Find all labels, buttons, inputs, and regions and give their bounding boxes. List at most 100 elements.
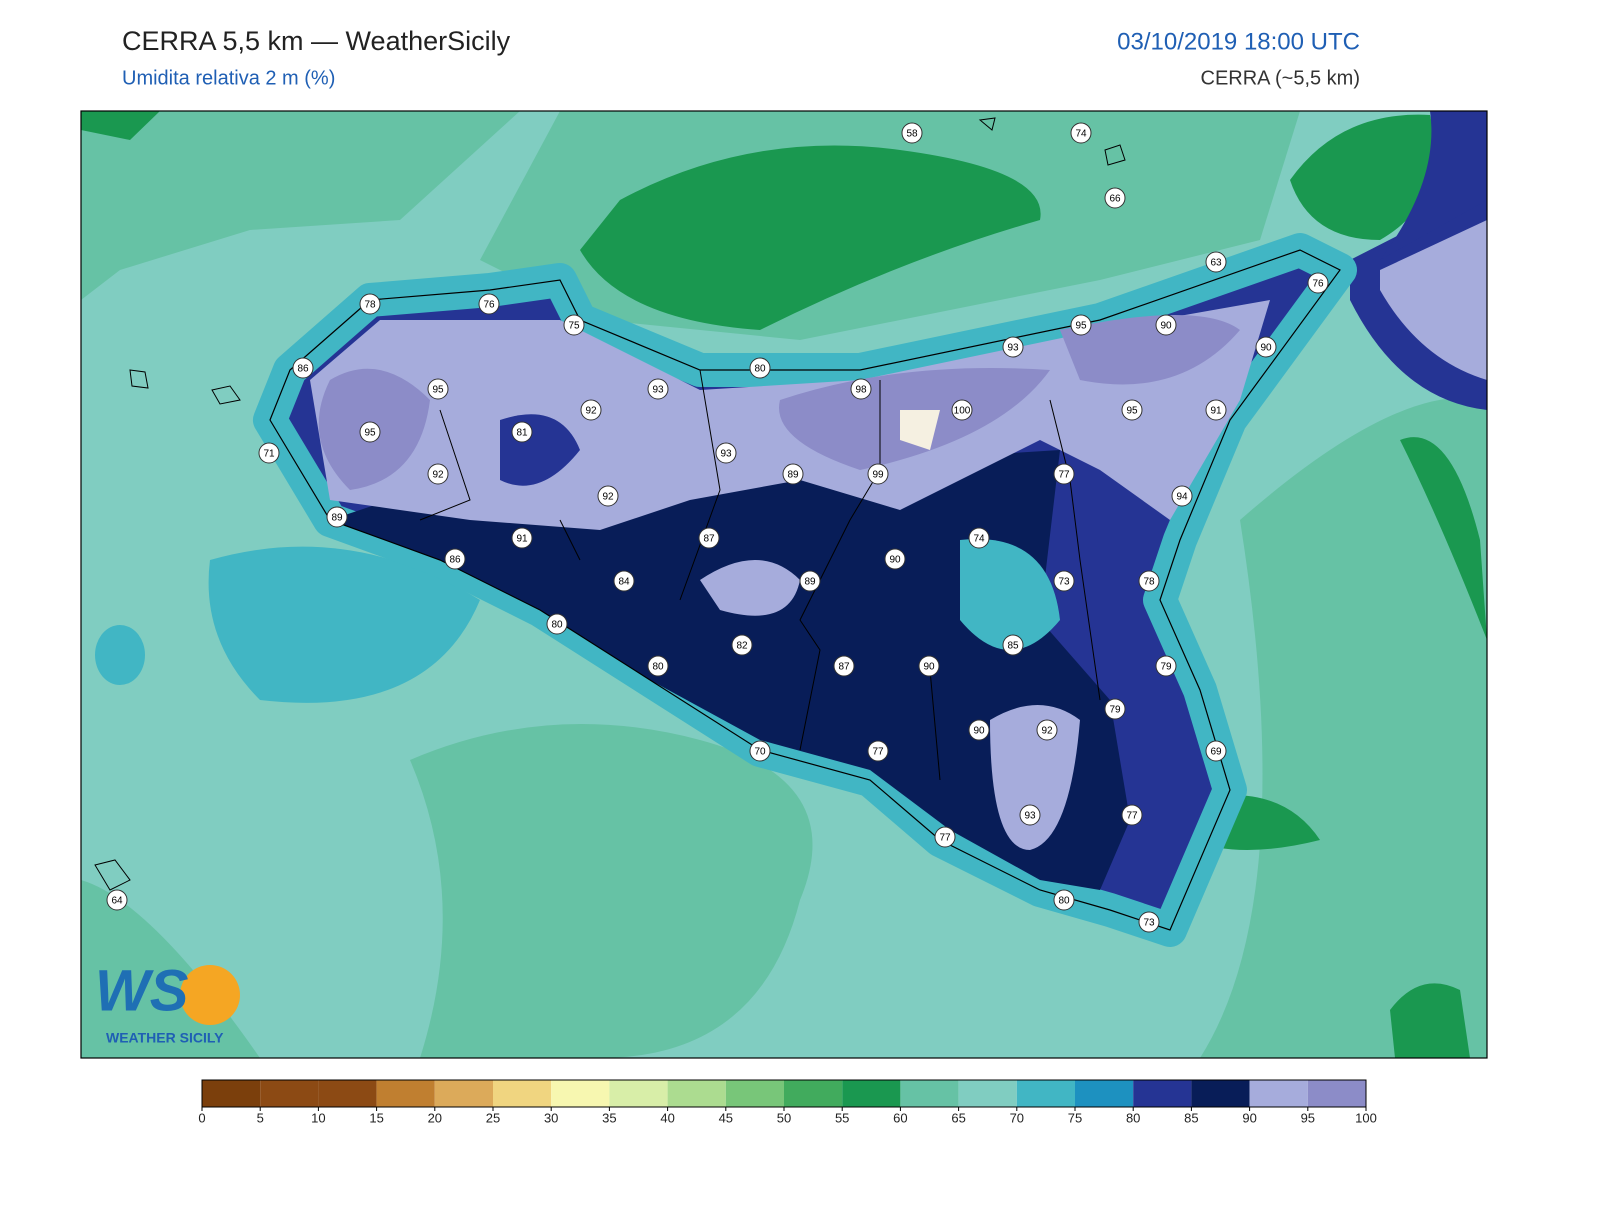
colorbar-tick-label: 35 — [602, 1110, 616, 1125]
station-marker — [1053, 889, 1075, 911]
logo-mark: WS — [95, 958, 189, 1023]
field — [208, 546, 481, 703]
station-marker — [1205, 399, 1227, 421]
station-value: 80 — [551, 620, 563, 631]
colorbar: 0 5 10 15 20 25 30 35 40 45 50 55 60 65 70 75 80 85 90 95 10… — [198, 1079, 1377, 1125]
station-marker — [867, 740, 889, 762]
station: 92 — [597, 485, 619, 507]
field — [81, 111, 160, 140]
stations: 58 74 66 63 76 78 76 75 95 90 90 86 93 80 95 93 98 100 95 9… — [106, 122, 1329, 933]
station-value: 77 — [1126, 811, 1138, 822]
station-marker — [1138, 570, 1160, 592]
field — [410, 724, 813, 1058]
station-marker — [647, 378, 669, 400]
station-value: 87 — [838, 662, 850, 673]
station-marker — [427, 378, 449, 400]
colorbar-tick-label: 40 — [660, 1110, 674, 1125]
station: 73 — [1053, 570, 1075, 592]
station: 78 — [1138, 570, 1160, 592]
station-value: 87 — [703, 534, 715, 545]
station-marker — [106, 889, 128, 911]
station: 95 — [359, 421, 381, 443]
station-value: 90 — [973, 726, 985, 737]
station: 58 — [901, 122, 923, 144]
station-marker — [1121, 399, 1143, 421]
station-marker — [1070, 122, 1092, 144]
station-marker — [647, 655, 669, 677]
station-value: 95 — [364, 428, 376, 439]
station-value: 86 — [449, 555, 461, 566]
station: 93 — [715, 442, 737, 464]
station-value: 92 — [1041, 726, 1053, 737]
datetime: 03/10/2019 18:00 UTC — [1117, 28, 1360, 55]
logo-text: WEATHER SICILY — [106, 1030, 224, 1046]
station-value: 100 — [954, 406, 971, 417]
station: 94 — [1171, 485, 1193, 507]
station: 90 — [1155, 314, 1177, 336]
station-marker — [968, 719, 990, 741]
station-value: 91 — [1210, 406, 1222, 417]
station: 92 — [427, 463, 449, 485]
subtitle: Umidita relativa 2 m (%) — [122, 67, 335, 89]
station: 64 — [106, 889, 128, 911]
station-marker — [292, 357, 314, 379]
station: 86 — [292, 357, 314, 379]
field — [318, 315, 1240, 490]
station-marker — [546, 613, 568, 635]
station: 93 — [1019, 804, 1041, 826]
station-marker — [1138, 911, 1160, 933]
colorbar-swatch — [1133, 1080, 1192, 1107]
station-marker — [444, 548, 466, 570]
station: 95 — [1121, 399, 1143, 421]
station-value: 93 — [1024, 811, 1036, 822]
station: 99 — [867, 463, 889, 485]
station-marker — [359, 293, 381, 315]
station: 90 — [884, 548, 906, 570]
colorbar-tick-label: 15 — [369, 1110, 383, 1125]
station-marker — [731, 634, 753, 656]
station-value: 92 — [602, 492, 614, 503]
station-value: 73 — [1143, 918, 1155, 929]
station-marker — [749, 357, 771, 379]
station-marker — [1171, 485, 1193, 507]
station: 77 — [1053, 463, 1075, 485]
colorbar-tick-label: 95 — [1301, 1110, 1315, 1125]
station-value: 77 — [872, 747, 884, 758]
station: 78 — [359, 293, 381, 315]
station: 80 — [1053, 889, 1075, 911]
station-value: 95 — [1126, 406, 1138, 417]
station-value: 90 — [1160, 321, 1172, 332]
station: 77 — [867, 740, 889, 762]
station-value: 76 — [1312, 279, 1324, 290]
field — [1380, 111, 1487, 260]
station-value: 93 — [1007, 343, 1019, 354]
station-marker — [968, 527, 990, 549]
station: 74 — [968, 527, 990, 549]
station-marker — [326, 506, 348, 528]
station-marker — [258, 442, 280, 464]
station: 89 — [326, 506, 348, 528]
field — [1390, 983, 1470, 1058]
field — [960, 539, 1060, 650]
colorbar-tick-label: 30 — [544, 1110, 558, 1125]
field — [900, 410, 940, 450]
colorbar-swatch — [551, 1080, 610, 1107]
station-value: 98 — [855, 385, 867, 396]
station-marker — [1155, 655, 1177, 677]
colorbar-tick-label: 20 — [428, 1110, 442, 1125]
station-marker — [698, 527, 720, 549]
map: 58 74 66 63 76 78 76 75 95 90 90 86 93 80 95 93 98 100 95 9… — [81, 111, 1487, 1058]
station-value: 90 — [889, 555, 901, 566]
station: 63 — [1205, 251, 1227, 273]
station: 76 — [478, 293, 500, 315]
station-value: 64 — [111, 896, 123, 907]
station-marker — [597, 485, 619, 507]
station-marker — [580, 399, 602, 421]
station: 98 — [850, 378, 872, 400]
station-marker — [749, 740, 771, 762]
station-value: 78 — [1143, 577, 1155, 588]
station-value: 91 — [516, 534, 528, 545]
station-value: 89 — [787, 470, 799, 481]
station-value: 90 — [1260, 343, 1272, 354]
